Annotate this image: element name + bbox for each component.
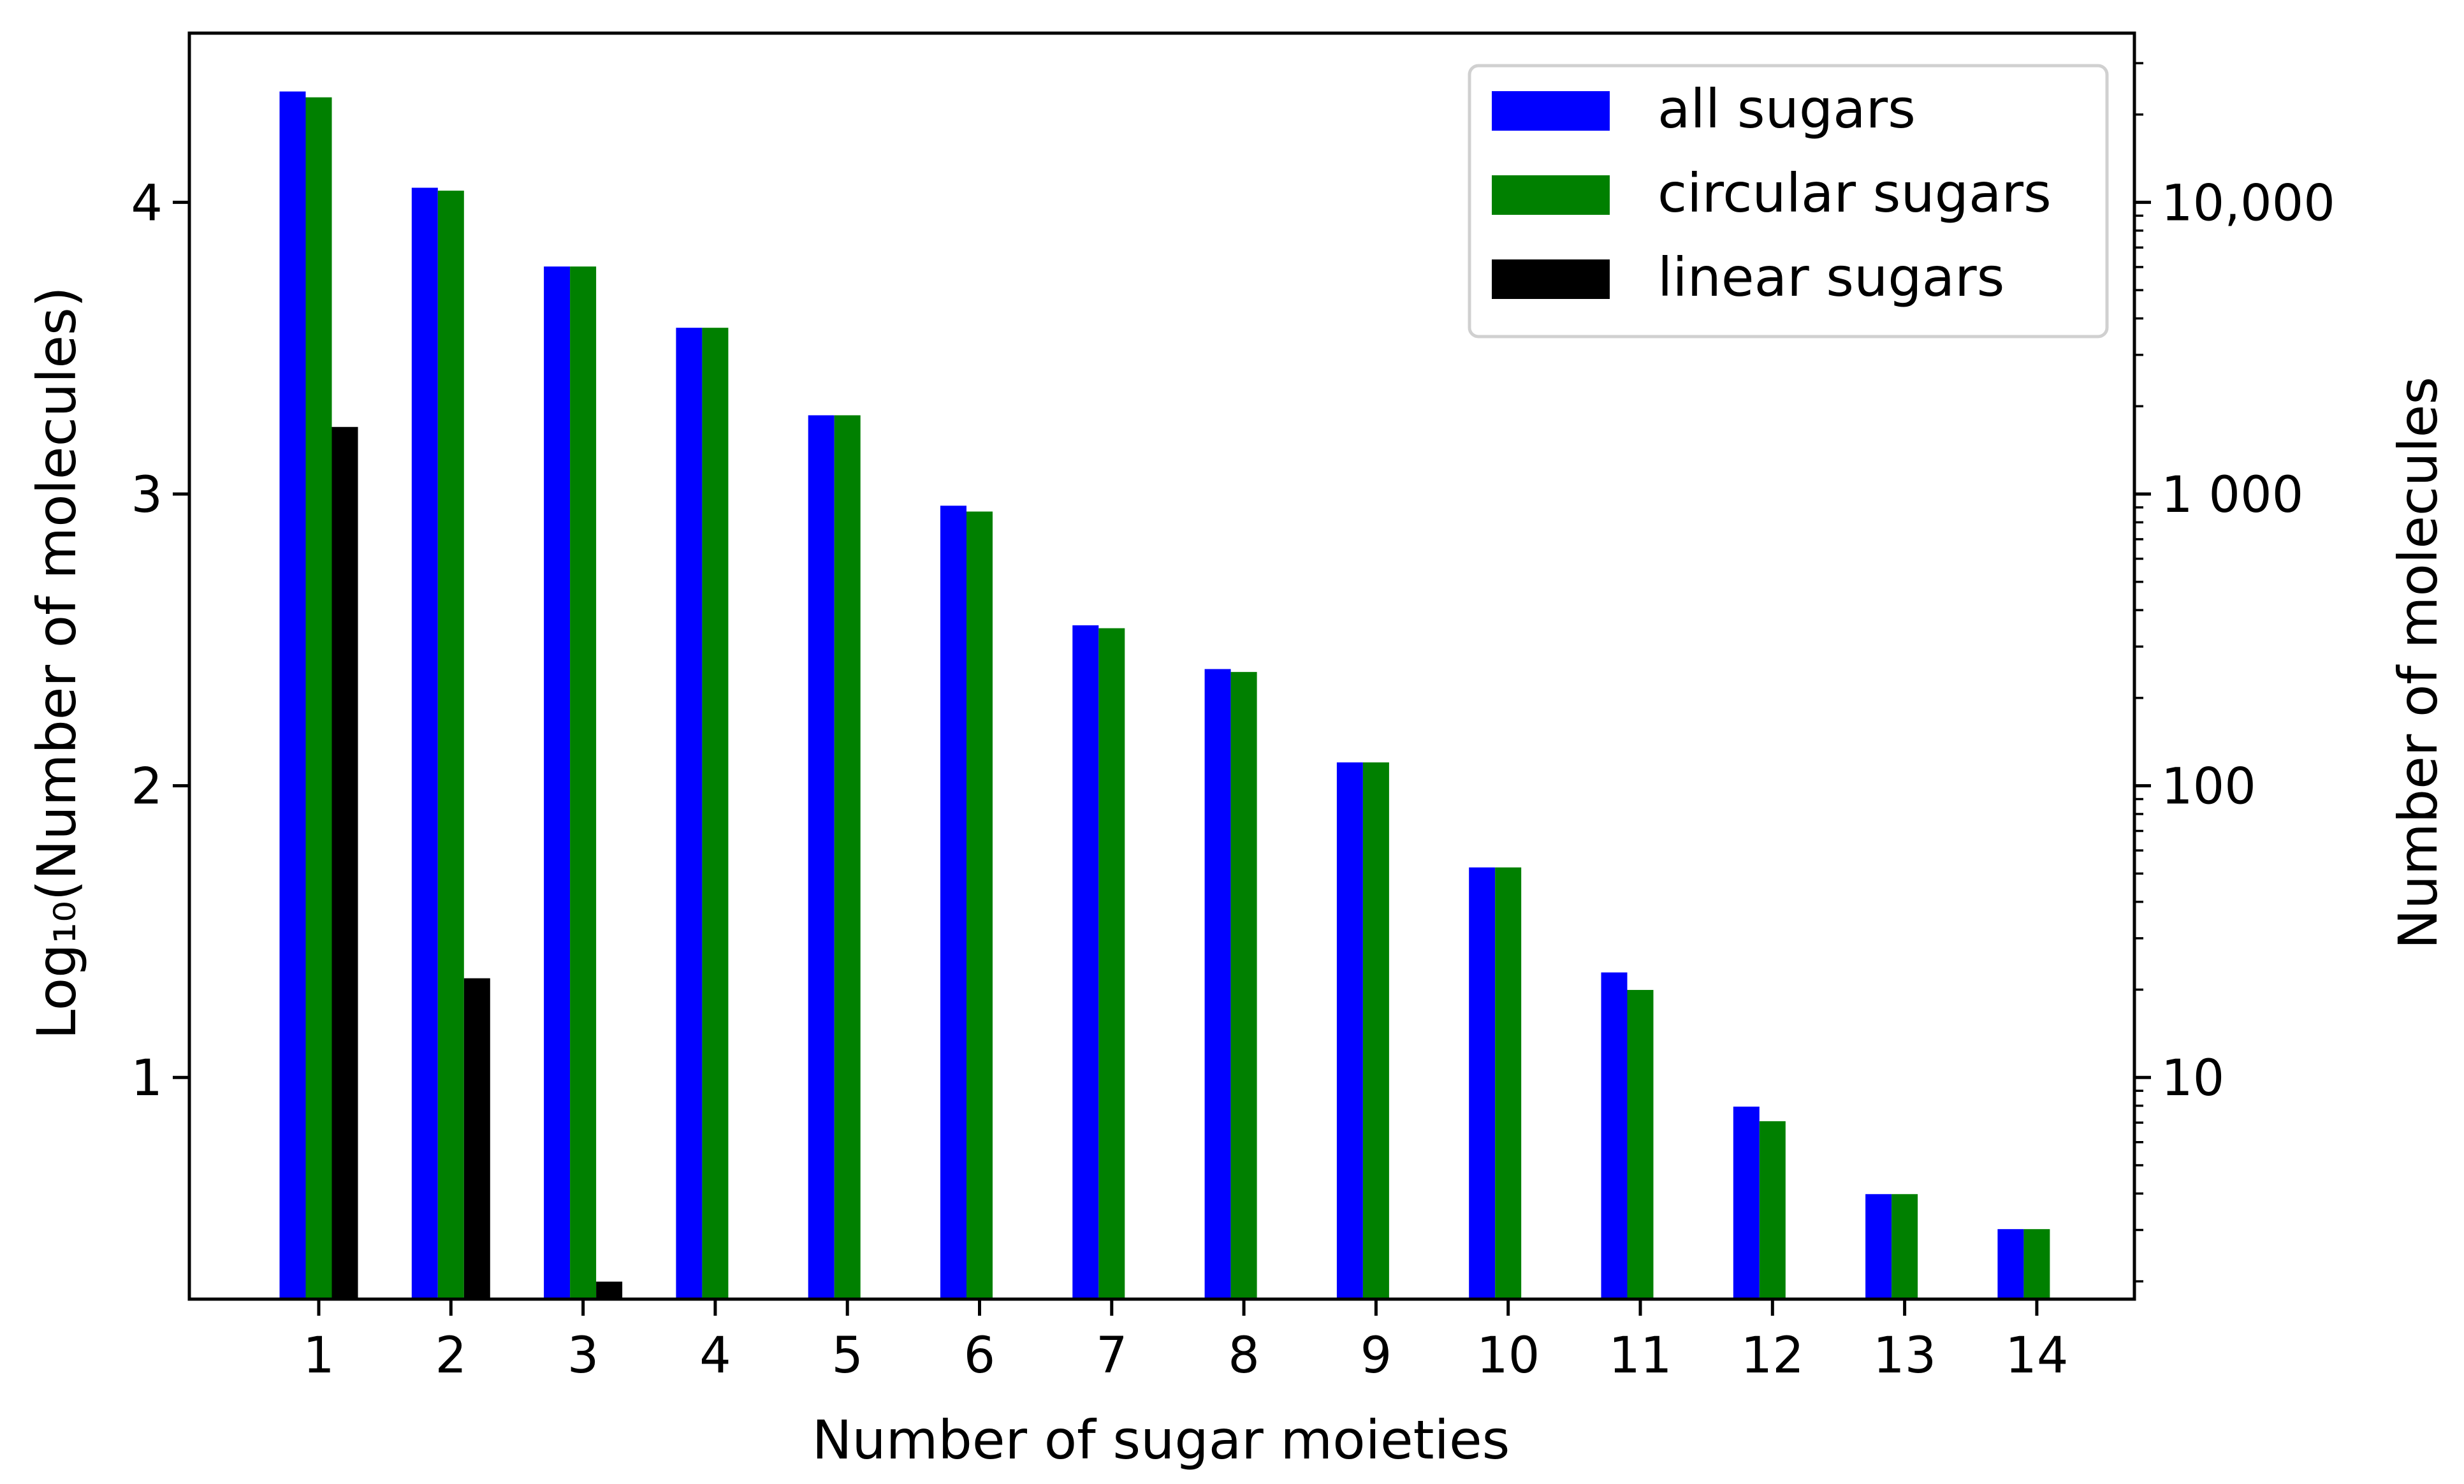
legend-label-all-sugars: all sugars xyxy=(1658,78,1916,140)
bar-all-sugars-7 xyxy=(1072,625,1099,1299)
bar-all-sugars-11 xyxy=(1601,972,1628,1299)
y-axis-label-left: Log₁₀(Number of molecules) xyxy=(26,286,88,1039)
x-tick-label: 1 xyxy=(303,1327,335,1385)
bar-all-sugars-5 xyxy=(808,415,835,1299)
plot-frame xyxy=(187,31,2136,1301)
bar-circular-sugars-9 xyxy=(1362,762,1389,1299)
y-tick-label-right: 100 xyxy=(2161,759,2256,816)
x-axis: 1 2 3 4 5 6 7 8 9 10 11 12 13 14 xyxy=(303,1299,2069,1385)
bar-circular-sugars-8 xyxy=(1230,672,1257,1299)
y-tick-label-left: 1 xyxy=(131,1050,163,1107)
y-tick-label-right: 10 xyxy=(2161,1050,2224,1107)
bar-linear-sugars-2 xyxy=(463,978,490,1299)
x-axis-label: Number of sugar moieties xyxy=(812,1409,1510,1471)
x-tick-label: 11 xyxy=(1608,1327,1672,1385)
y-tick-label-left: 4 xyxy=(131,175,163,232)
legend-box xyxy=(1468,64,2109,338)
bar-circular-sugars-4 xyxy=(702,328,729,1300)
x-tick-label: 12 xyxy=(1741,1327,1804,1385)
y-tick-label-left: 3 xyxy=(131,467,163,524)
x-tick-label: 9 xyxy=(1360,1327,1392,1385)
x-tick-label: 14 xyxy=(2005,1327,2068,1385)
bar-all-sugars-2 xyxy=(411,187,438,1299)
legend-swatch-linear-sugars xyxy=(1492,259,1610,299)
bar-all-sugars-3 xyxy=(544,266,571,1299)
y-axis-label-right: Number of molecules xyxy=(2387,377,2449,949)
bar-linear-sugars-3 xyxy=(596,1281,623,1299)
bar-circular-sugars-10 xyxy=(1495,867,1522,1299)
bar-circular-sugars-5 xyxy=(834,415,861,1299)
bar-circular-sugars-12 xyxy=(1759,1121,1786,1299)
bar-linear-sugars-1 xyxy=(332,426,358,1300)
bar-all-sugars-8 xyxy=(1204,669,1231,1299)
bar-circular-sugars-1 xyxy=(305,97,332,1299)
x-tick-label: 10 xyxy=(1476,1327,1540,1385)
y-axis-right: 10 100 1 000 10,000 xyxy=(2134,62,2335,1283)
bar-all-sugars-10 xyxy=(1469,867,1496,1299)
legend: all sugars circular sugars linear sugars xyxy=(1468,64,2109,338)
bar-all-sugars-14 xyxy=(1997,1229,2024,1299)
bar-all-sugars-9 xyxy=(1336,762,1363,1299)
x-tick-label: 2 xyxy=(435,1327,467,1385)
bar-circular-sugars-11 xyxy=(1627,989,1654,1299)
legend-label-linear-sugars: linear sugars xyxy=(1658,246,2004,309)
bars-group xyxy=(279,91,2050,1300)
y-tick-label-right: 10,000 xyxy=(2161,175,2335,232)
x-tick-label: 5 xyxy=(831,1327,863,1385)
bar-circular-sugars-3 xyxy=(570,266,597,1299)
x-tick-label: 3 xyxy=(567,1327,599,1385)
y-tick-label-left: 2 xyxy=(131,759,163,816)
bar-all-sugars-13 xyxy=(1865,1194,1892,1299)
x-tick-label: 4 xyxy=(699,1327,731,1385)
legend-swatch-all-sugars xyxy=(1492,91,1610,131)
bar-all-sugars-6 xyxy=(940,506,966,1299)
x-tick-label: 6 xyxy=(964,1327,996,1385)
y-axis-left: 1 2 3 4 xyxy=(131,175,189,1107)
x-tick-label: 7 xyxy=(1096,1327,1128,1385)
bar-all-sugars-1 xyxy=(279,91,306,1299)
bar-all-sugars-12 xyxy=(1733,1106,1760,1299)
bar-circular-sugars-13 xyxy=(1892,1194,1918,1299)
x-tick-label: 13 xyxy=(1873,1327,1936,1385)
bar-circular-sugars-2 xyxy=(437,191,464,1300)
bar-circular-sugars-14 xyxy=(2023,1229,2050,1299)
x-tick-label: 8 xyxy=(1228,1327,1260,1385)
y-tick-label-right: 1 000 xyxy=(2161,467,2303,524)
bar-circular-sugars-7 xyxy=(1098,628,1125,1300)
legend-swatch-circular-sugars xyxy=(1492,175,1610,215)
legend-label-circular-sugars: circular sugars xyxy=(1658,162,2052,224)
bar-circular-sugars-6 xyxy=(966,511,993,1300)
bar-all-sugars-4 xyxy=(676,328,703,1300)
